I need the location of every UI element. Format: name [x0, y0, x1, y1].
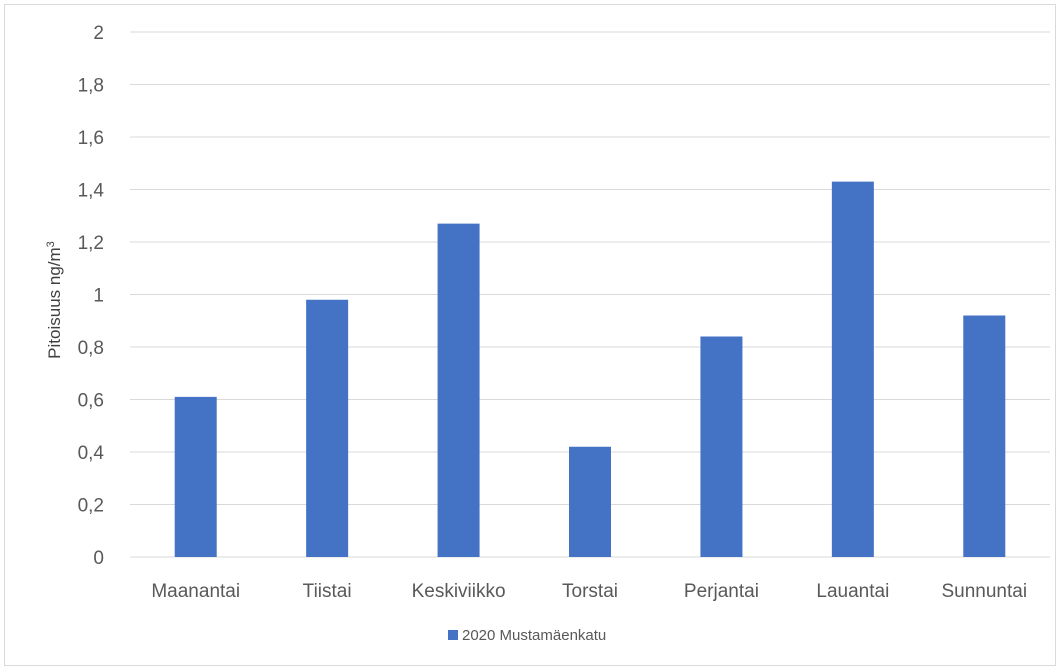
y-tick-label: 2 [93, 23, 104, 44]
bar-maanantai [174, 396, 217, 557]
x-tick-label: Perjantai [684, 581, 759, 602]
y-axis-title-superscript: 3 [45, 241, 57, 247]
bar-keskiviikko [437, 223, 480, 557]
gridlines [130, 31, 1050, 558]
x-tick-label: Maanantai [151, 581, 240, 602]
y-axis-title: Pitoisuus ng/m3 [45, 241, 64, 359]
bar-lauantai [831, 181, 874, 557]
y-tick-labels: 0 0,2 0,4 0,6 0,8 1 1,2 1,4 1,6 1,8 2 [78, 23, 105, 569]
y-tick-label: 0,6 [78, 391, 104, 412]
bar-tiistai [306, 299, 349, 557]
bar-torstai [569, 446, 611, 557]
legend-swatch [448, 630, 458, 640]
y-tick-label: 0,4 [78, 443, 105, 464]
y-tick-label: 0,8 [78, 338, 104, 359]
y-tick-label: 1,8 [78, 76, 104, 97]
x-tick-label: Keskiviikko [412, 581, 506, 602]
x-tick-label: Sunnuntai [941, 581, 1027, 602]
legend-label: 2020 Mustamäenkatu [462, 627, 606, 644]
y-tick-label: 1 [93, 286, 104, 307]
y-tick-label: 1,6 [78, 128, 104, 149]
y-tick-label: 1,4 [78, 181, 105, 202]
bar-perjantai [700, 336, 743, 557]
bar-sunnuntai [963, 315, 1006, 557]
legend: 2020 Mustamäenkatu [448, 627, 606, 644]
x-tick-label: Torstai [562, 581, 618, 602]
y-tick-label: 0 [93, 548, 104, 569]
y-tick-label: 1,2 [78, 233, 104, 254]
x-tick-label: Lauantai [816, 581, 889, 602]
x-tick-label: Tiistai [303, 581, 352, 602]
bars [174, 181, 1006, 557]
x-tick-labels: Maanantai Tiistai Keskiviikko Torstai Perjan… [151, 581, 1027, 602]
y-tick-label: 0,2 [78, 496, 104, 517]
